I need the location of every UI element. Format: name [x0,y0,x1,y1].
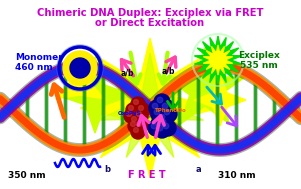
Circle shape [137,122,141,126]
Circle shape [159,114,165,120]
Text: Monomer: Monomer [15,53,63,62]
Circle shape [134,128,138,132]
Text: F R E T: F R E T [128,170,166,180]
Circle shape [151,106,167,122]
Circle shape [148,120,164,136]
Text: a/b: a/b [162,66,175,75]
Circle shape [134,119,148,133]
Circle shape [131,125,145,139]
Circle shape [164,109,170,115]
Circle shape [154,94,170,110]
Circle shape [131,122,135,126]
Text: a/b: a/b [121,68,135,77]
Circle shape [70,58,90,78]
Circle shape [162,103,168,109]
Text: a: a [196,165,202,174]
Circle shape [152,103,158,109]
Circle shape [128,119,142,133]
Circle shape [163,123,169,129]
Circle shape [129,114,143,128]
Polygon shape [80,38,220,178]
Circle shape [149,100,165,116]
Circle shape [134,109,148,123]
Circle shape [129,105,133,110]
Circle shape [124,109,138,123]
Circle shape [137,112,141,116]
Polygon shape [203,45,233,75]
Polygon shape [56,57,104,99]
Circle shape [160,119,166,125]
Polygon shape [194,36,242,84]
Circle shape [132,117,136,122]
Text: Exciplex: Exciplex [238,51,280,60]
Circle shape [151,116,167,132]
Circle shape [134,100,138,105]
Text: b: b [104,165,110,174]
Polygon shape [96,53,203,158]
Circle shape [160,120,176,136]
Circle shape [154,109,160,115]
Circle shape [159,100,175,116]
Circle shape [157,125,163,131]
Text: 535 nm: 535 nm [240,61,278,70]
Polygon shape [165,48,245,124]
Text: OxoPyS: OxoPyS [118,111,142,116]
Text: Chimeric DNA Duplex: Exciplex via FRET: Chimeric DNA Duplex: Exciplex via FRET [37,8,263,18]
Circle shape [126,103,140,117]
Circle shape [131,97,145,111]
Circle shape [63,51,97,85]
Circle shape [126,112,132,116]
Circle shape [157,116,173,132]
Circle shape [154,122,170,138]
Text: 460 nm: 460 nm [15,63,53,72]
Circle shape [161,106,177,122]
Circle shape [156,111,172,127]
Text: 310 nm: 310 nm [218,171,256,180]
Text: 350 nm: 350 nm [8,171,46,180]
Polygon shape [194,74,246,126]
Circle shape [154,119,160,125]
Circle shape [138,105,144,110]
Polygon shape [57,57,133,133]
Circle shape [136,103,150,117]
Text: or Direct Excitation: or Direct Excitation [95,18,205,28]
Text: TPhenBDo: TPhenBDo [155,108,187,113]
Circle shape [157,97,163,103]
Circle shape [151,123,157,129]
